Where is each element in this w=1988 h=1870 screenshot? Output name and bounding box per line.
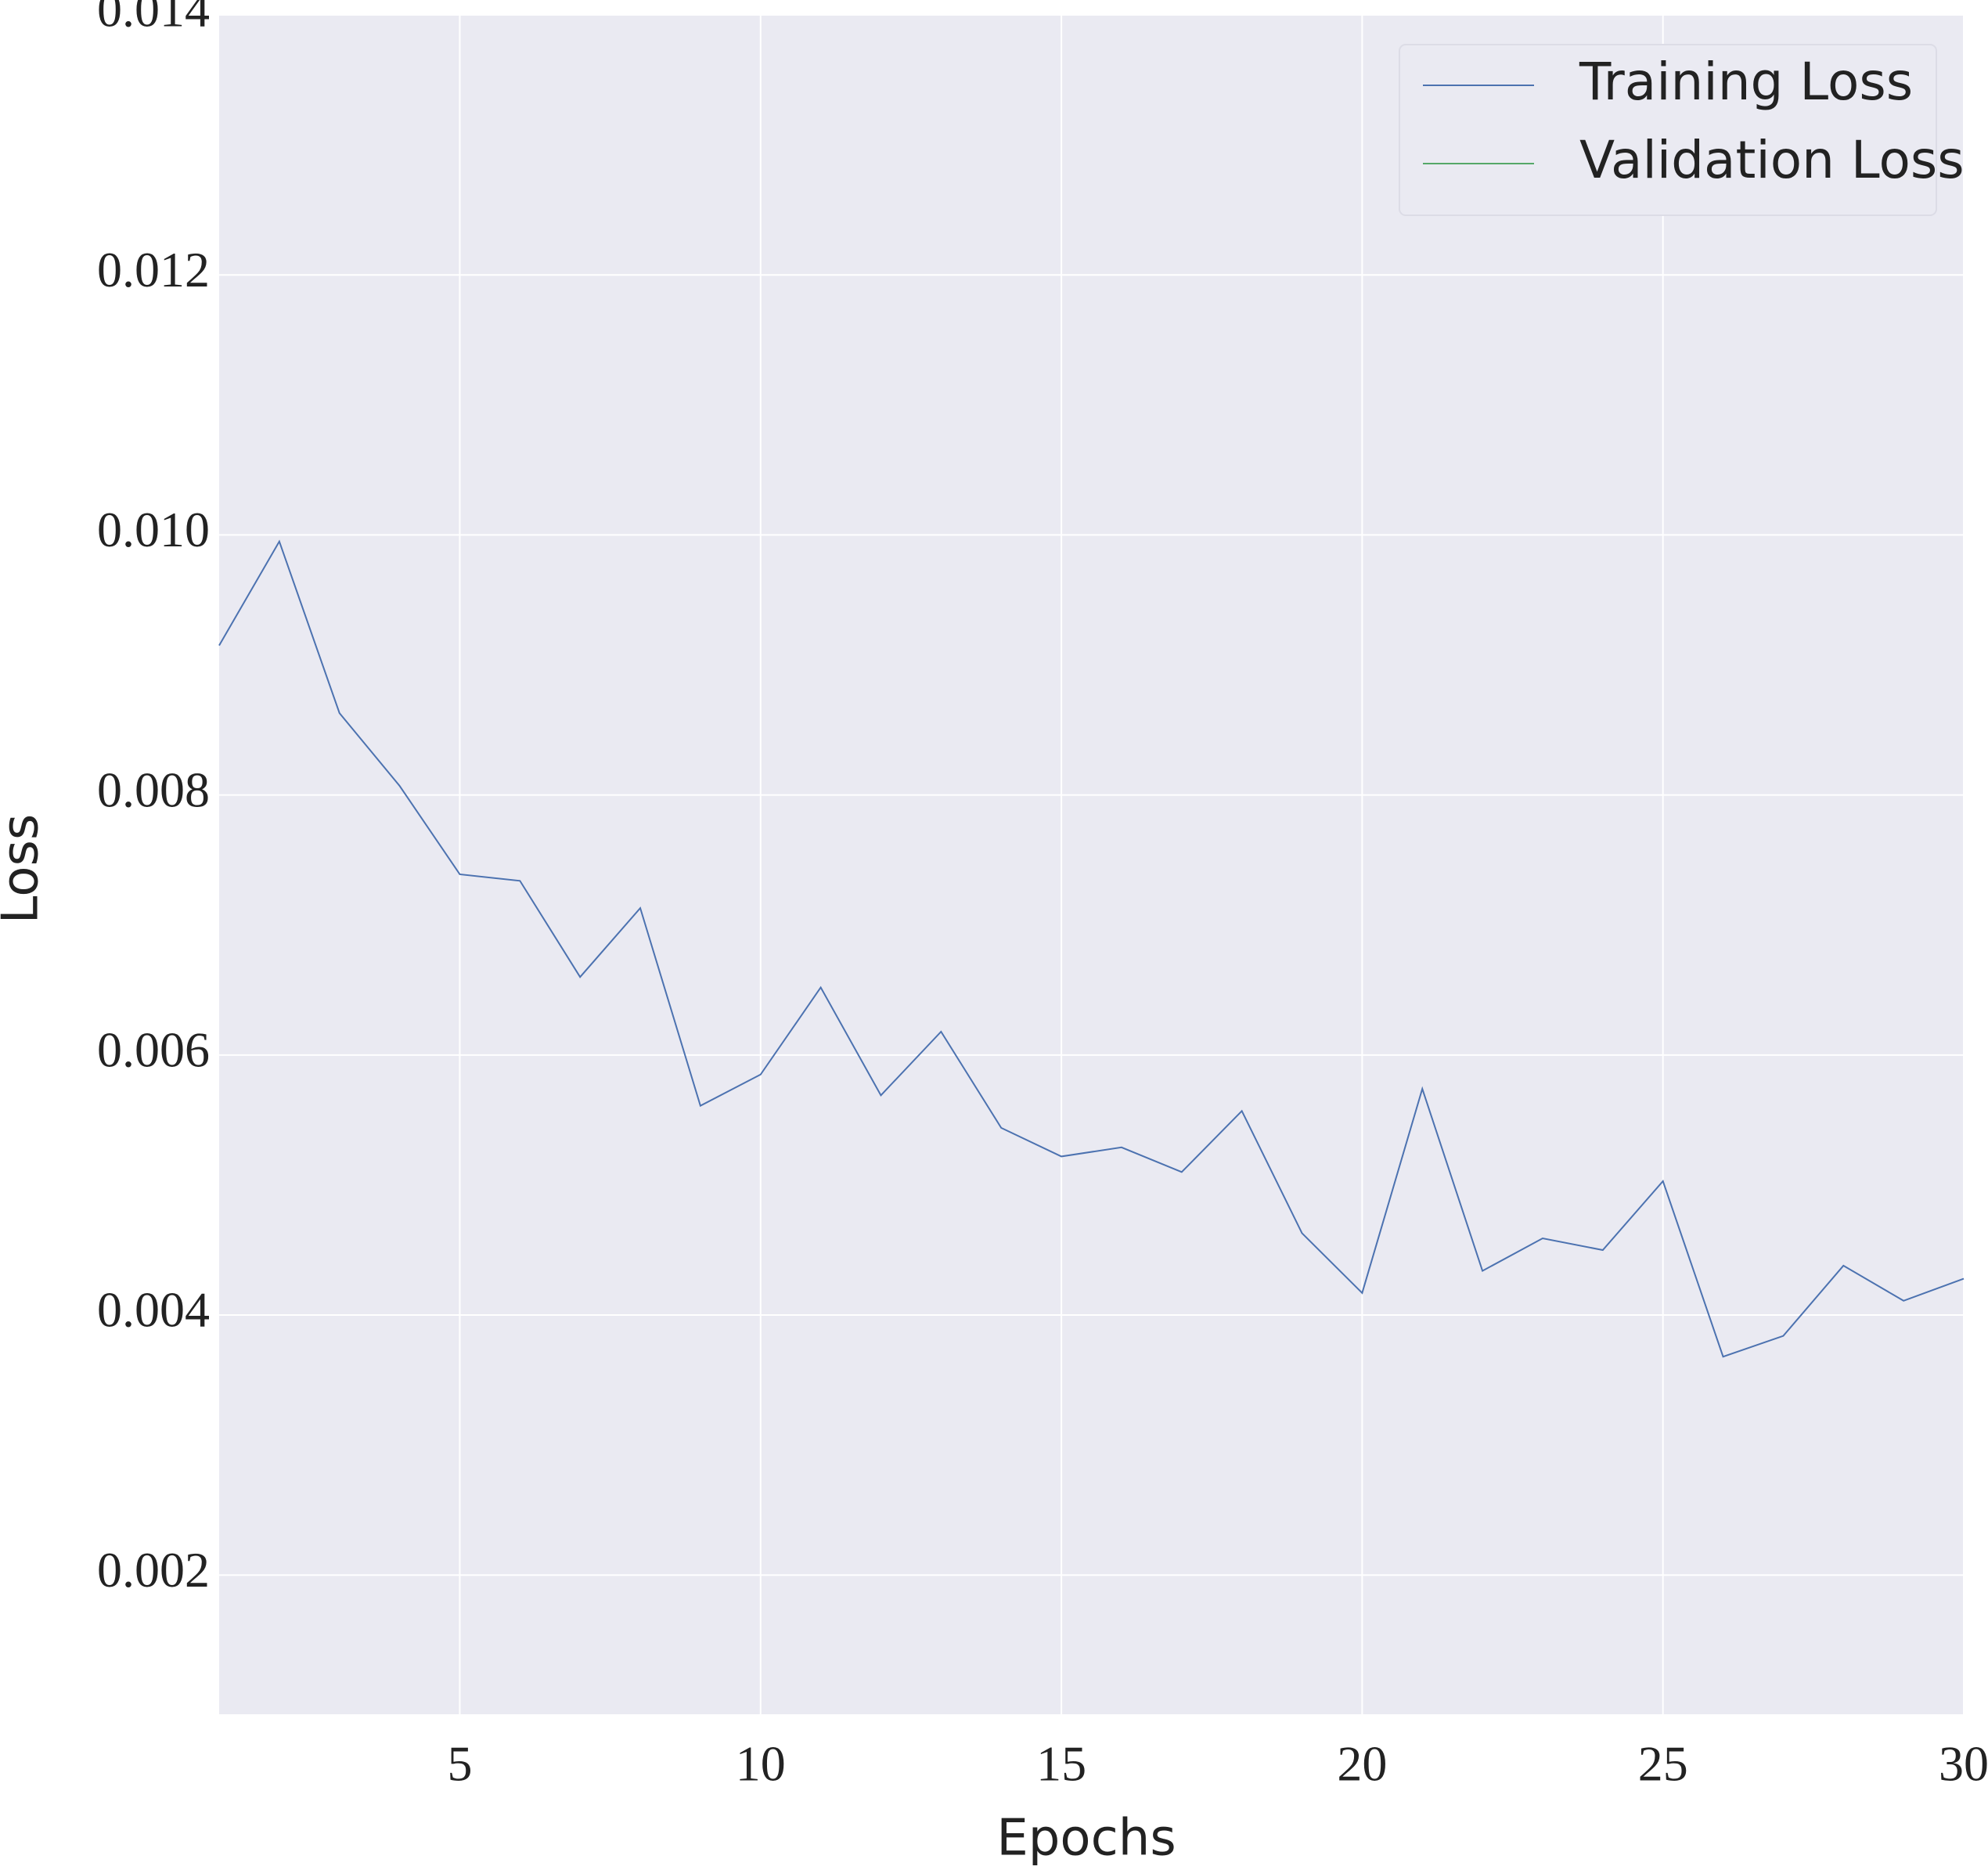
legend-label: Training Loss	[1579, 52, 1913, 112]
y-axis-label: Loss	[0, 814, 50, 924]
y-tick-label: 0.002	[97, 1542, 210, 1598]
y-tick-label: 0.012	[97, 242, 210, 297]
legend-box	[1399, 44, 1937, 216]
plot-area	[219, 15, 1964, 1714]
y-tick-label: 0.004	[97, 1282, 210, 1338]
x-axis-label: Epochs	[996, 1810, 1176, 1868]
x-tick-label: 10	[736, 1736, 786, 1792]
x-tick-label: 15	[1036, 1736, 1086, 1792]
y-tick-label: 0.006	[97, 1022, 210, 1078]
x-tick-label: 30	[1939, 1736, 1988, 1792]
y-tick-label: 0.010	[97, 502, 210, 557]
y-tick-label: 0.008	[97, 762, 210, 817]
y-tick-label: 0.014	[97, 0, 210, 38]
data-line	[218, 539, 1965, 1358]
legend-label: Validation Loss	[1579, 130, 1965, 190]
x-tick-label: 20	[1337, 1736, 1387, 1792]
x-tick-label: 5	[447, 1736, 472, 1792]
x-tick-label: 25	[1638, 1736, 1688, 1792]
